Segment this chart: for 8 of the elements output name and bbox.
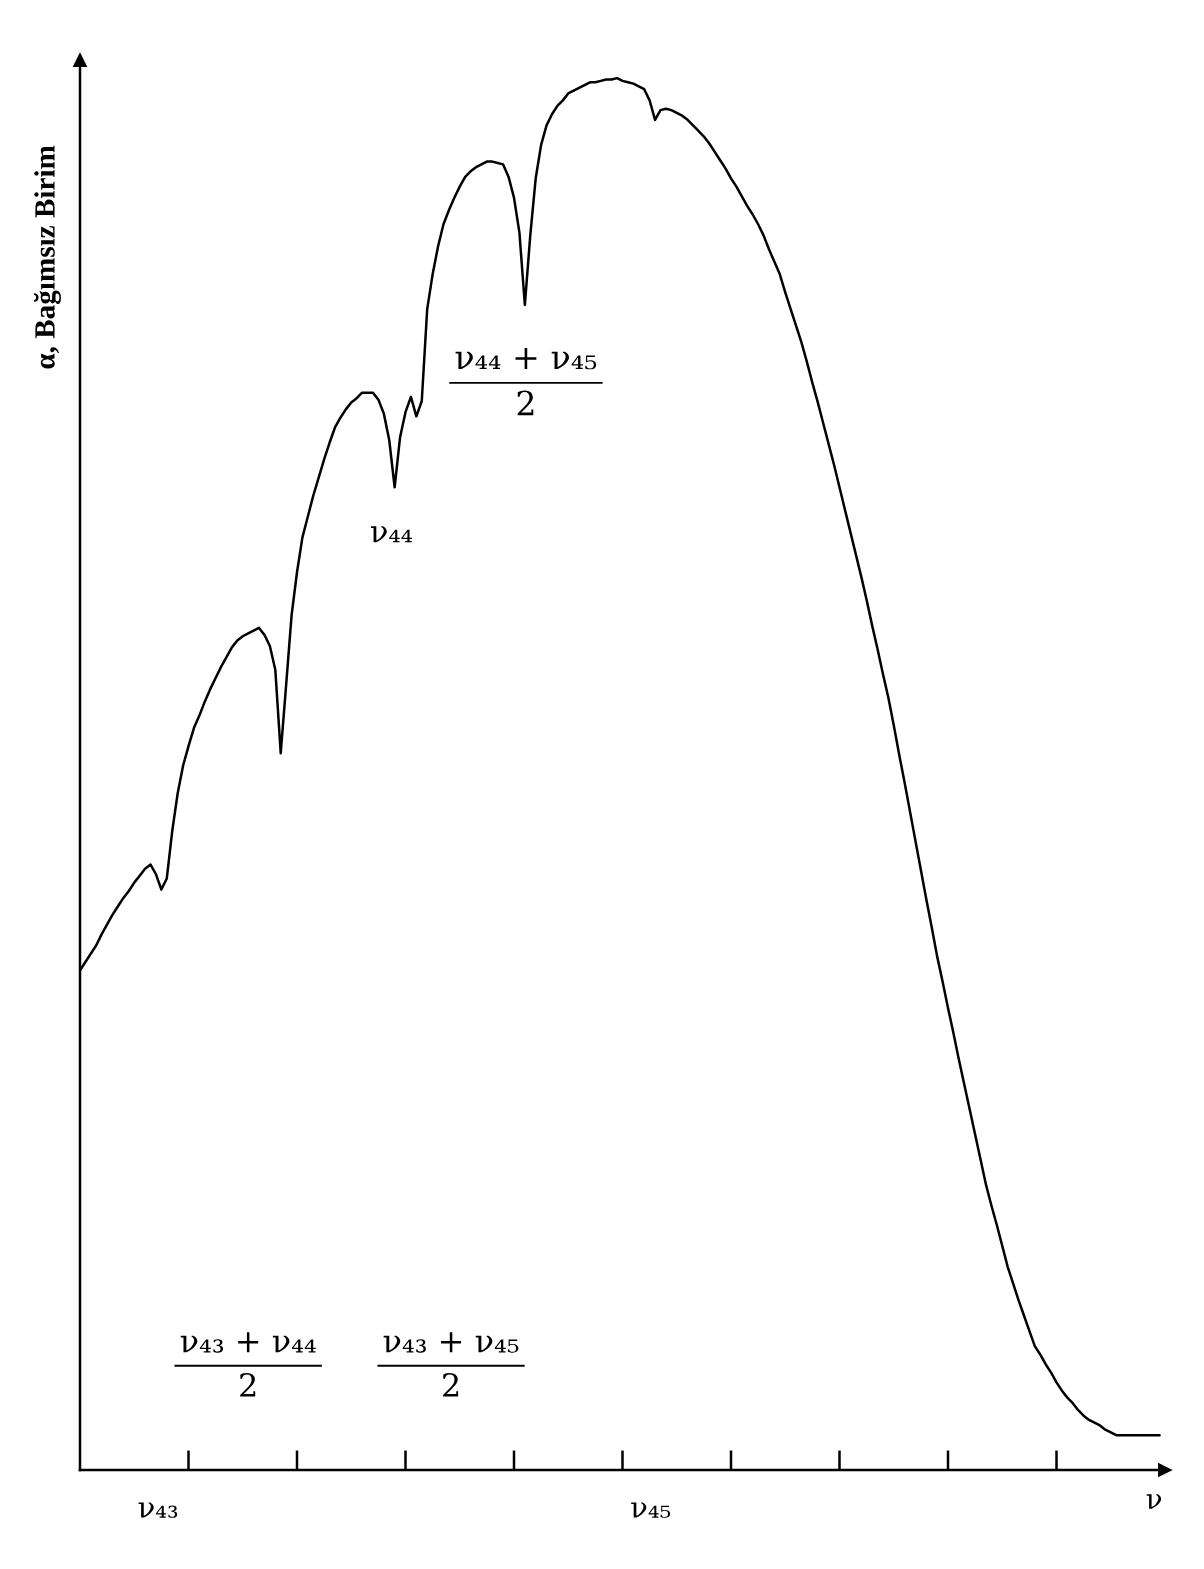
annotation: ν₄₃ + ν₄₄ 2 (180, 1332, 316, 1397)
annotation: ν₄₄ (370, 526, 412, 543)
text: ν₄₃ (138, 1502, 178, 1518)
text: ν₄₅ (631, 1502, 671, 1518)
annotation: ν₄₄ + ν₄₅ 2 (455, 348, 597, 416)
y-axis-title: α, Bağımsız Birim (33, 145, 61, 369)
x-axis-title: ν (1146, 1494, 1162, 1509)
annotation: ν₄₃ + ν₄₅ 2 (383, 1332, 519, 1397)
